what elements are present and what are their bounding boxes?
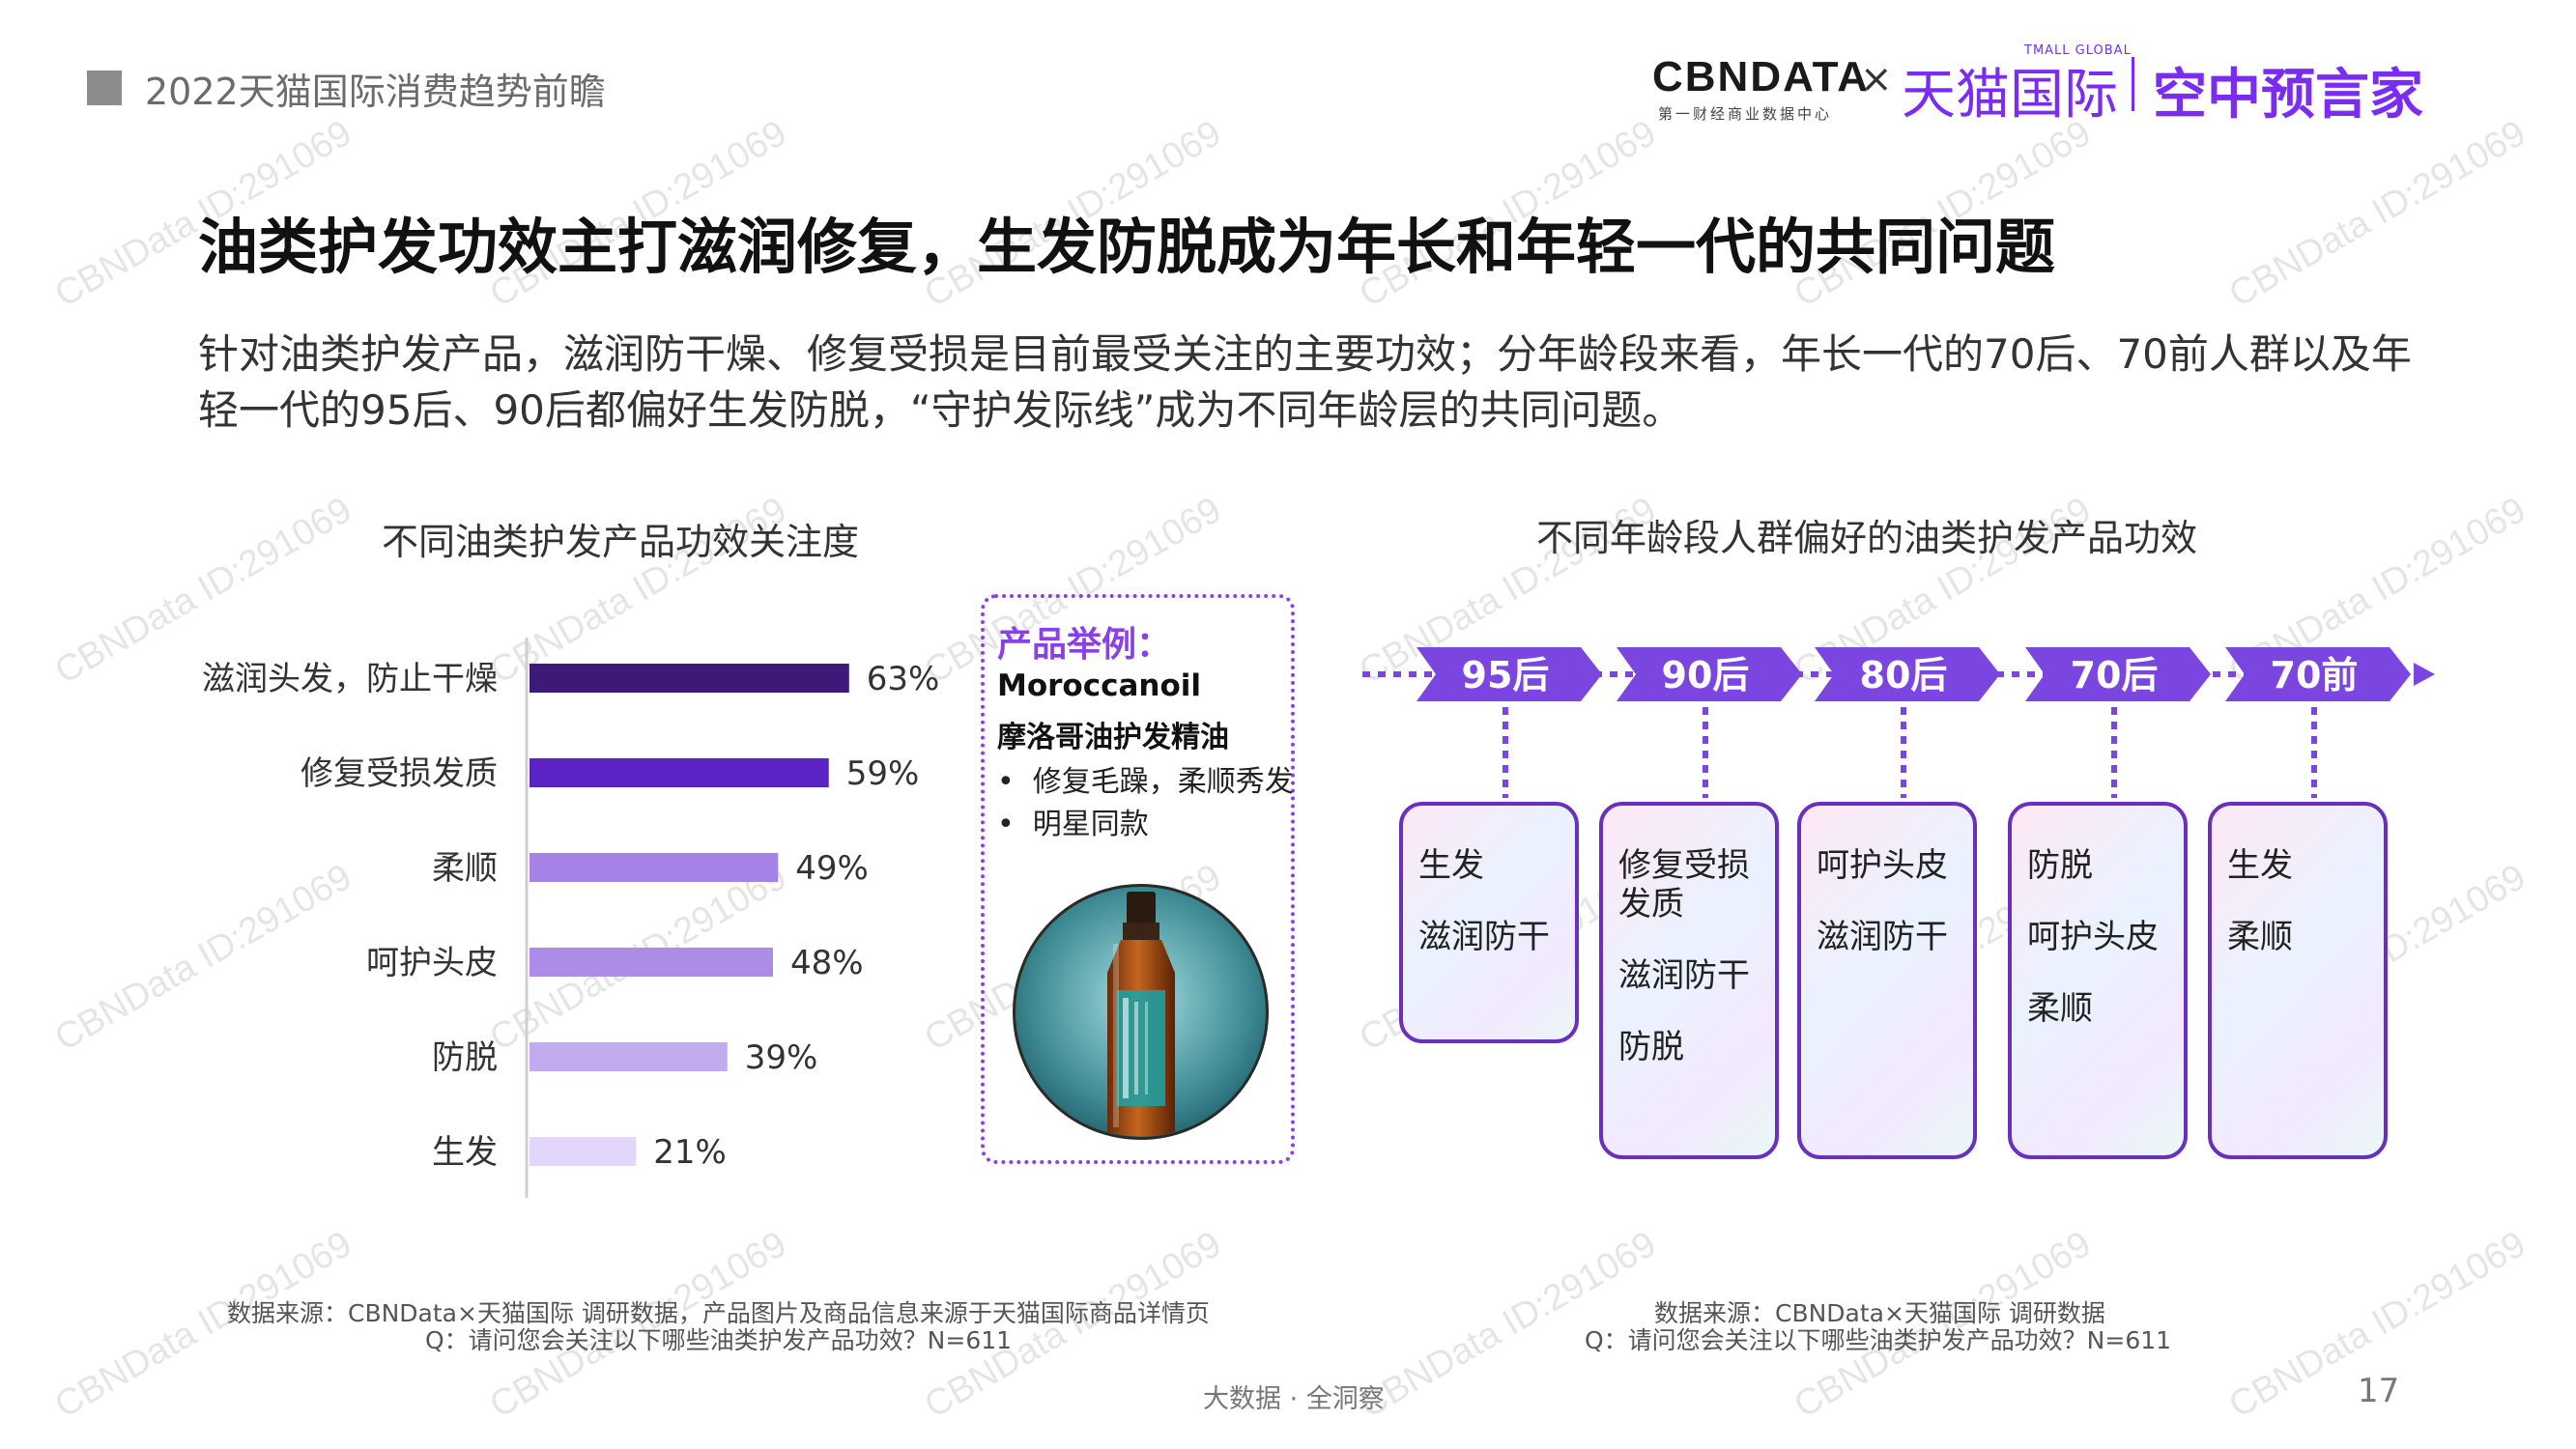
age-preference-item: 柔顺 xyxy=(2227,918,2293,956)
bar-category-label: 防脱 xyxy=(432,1038,498,1077)
left-source-note: 数据来源：CBNData×天猫国际 调研数据，产品图片及商品信息来源于天猫国际商… xyxy=(227,1299,1210,1327)
left-chart-title: 不同油类护发产品功效关注度 xyxy=(382,521,860,563)
left-question-note: Q：请问您会关注以下哪些油类护发产品功效？N=611 xyxy=(425,1326,1013,1354)
timeline-connectors: 95后 90后 80后 70后 70前 xyxy=(1362,647,2435,798)
footer-tagline: 大数据 · 全洞察 xyxy=(1203,1384,1385,1414)
age-tag-label: 70后 xyxy=(2071,654,2159,696)
bar-value-label: 49% xyxy=(795,849,869,888)
bar-category-label: 修复受损发质 xyxy=(301,754,498,793)
bar xyxy=(530,1042,728,1071)
age-preference-item: 呵护头皮 xyxy=(2027,918,2159,956)
partner-logos: CBNDATA 第一财经商业数据中心 × TMALL GLOBAL 天猫国际 空… xyxy=(1652,43,2503,130)
age-preference-item: 柔顺 xyxy=(2027,989,2093,1028)
product-example-label: 产品举例： xyxy=(997,625,1172,665)
age-group-box xyxy=(1399,802,1579,1043)
report-title: 2022天猫国际消费趋势前瞻 xyxy=(145,71,606,113)
age-tag-label: 70前 xyxy=(2271,654,2359,696)
bar-value-label: 59% xyxy=(846,754,920,793)
age-preference-item: 滋润防干 xyxy=(1418,918,1550,956)
right-source-note: 数据来源：CBNData×天猫国际 调研数据 xyxy=(1654,1299,2105,1327)
age-preference-item: 防脱 xyxy=(1618,1028,1684,1066)
timeline-arrowhead xyxy=(2414,663,2435,686)
slide-subheadline: 针对油类护发产品，滋润防干燥、修复受损是目前最受关注的主要功效；分年龄段来看，年… xyxy=(198,330,2412,434)
bar-category-label: 滋润头发，防止干燥 xyxy=(202,660,498,698)
bar xyxy=(530,948,773,977)
logo-separator: × xyxy=(1860,57,1893,101)
slide-headline: 油类护发功效主打滋润修复，生发防脱成为年长和年轻一代的共同问题 xyxy=(198,212,2056,282)
age-preference-item: 滋润防干 xyxy=(1817,918,1948,956)
age-preference-item: 修复受损 发质 xyxy=(1618,846,1750,923)
header-square-marker xyxy=(87,71,122,105)
age-group-box xyxy=(1797,802,1977,1159)
tmall-global-logo: 天猫国际 xyxy=(1902,64,2118,127)
bar xyxy=(530,664,849,693)
age-tag-chevron xyxy=(1815,647,2000,701)
product-brand: Moroccanoil xyxy=(997,668,1202,703)
bar-value-label: 39% xyxy=(745,1038,818,1077)
bar-value-label: 21% xyxy=(653,1133,727,1172)
age-preference-item: 生发 xyxy=(1418,846,1484,885)
product-bullet: • 明星同款 xyxy=(997,808,1149,841)
product-name: 摩洛哥油护发精油 xyxy=(997,721,1229,754)
cbndata-logo-subtitle: 第一财经商业数据中心 xyxy=(1658,105,1833,123)
age-preference-item: 防脱 xyxy=(2027,846,2093,885)
bar-value-label: 48% xyxy=(790,944,864,982)
product-bullet: • 修复毛躁，柔顺秀发 xyxy=(997,765,1294,799)
kongzhongyuyanjia-logo: 空中预言家 xyxy=(2153,64,2423,127)
bar-category-label: 呵护头皮 xyxy=(366,944,498,982)
product-bottle-image xyxy=(1013,884,1269,1140)
bar-category-label: 柔顺 xyxy=(432,849,498,888)
cbndata-logo: CBNDATA xyxy=(1652,53,1870,100)
product-example-card xyxy=(981,594,1295,1164)
watermark-text: CBNData ID:291069 xyxy=(2222,112,2533,316)
age-preference-item: 呵护头皮 xyxy=(1817,846,1948,885)
bar xyxy=(530,853,779,882)
right-chart-title: 不同年龄段人群偏好的油类护发产品功效 xyxy=(1536,517,2198,559)
age-tag-label: 95后 xyxy=(1462,654,1550,696)
age-group-box xyxy=(1599,802,1779,1159)
age-tag-chevron xyxy=(1417,647,1602,701)
age-tag-label: 80后 xyxy=(1860,654,1948,696)
age-tag-chevron xyxy=(1617,647,1802,701)
age-group-box xyxy=(2008,802,2188,1159)
tmall-global-logo-small: TMALL GLOBAL xyxy=(2024,43,2132,58)
age-preference-item: 生发 xyxy=(2227,846,2293,885)
bar xyxy=(530,1137,637,1166)
age-tag-chevron xyxy=(2025,647,2211,701)
age-group-timeline: 95后 90后 80后 70后 70前 生发 滋润防干 修复受损 发质 滋润防干 防脱 呵护头皮滋… xyxy=(1362,638,2464,1179)
age-group-box xyxy=(2208,802,2388,1159)
age-preference-item: 滋润防干 xyxy=(1618,956,1750,995)
age-tag-chevron xyxy=(2225,647,2411,701)
logo-divider xyxy=(2132,57,2134,111)
bar-category-label: 生发 xyxy=(432,1133,498,1172)
bar-value-label: 63% xyxy=(867,660,940,698)
efficacy-attention-bar-chart: 滋润头发，防止干燥 63% 修复受损发质 59% 柔顺 49% 呵护头皮 48% 防脱 39% 生发… xyxy=(202,638,940,1198)
right-question-note: Q：请问您会关注以下哪些油类护发产品功效？N=611 xyxy=(1585,1326,2172,1354)
age-tag-label: 90后 xyxy=(1662,654,1750,696)
bar xyxy=(530,758,829,787)
page-number: 17 xyxy=(2358,1372,2400,1410)
